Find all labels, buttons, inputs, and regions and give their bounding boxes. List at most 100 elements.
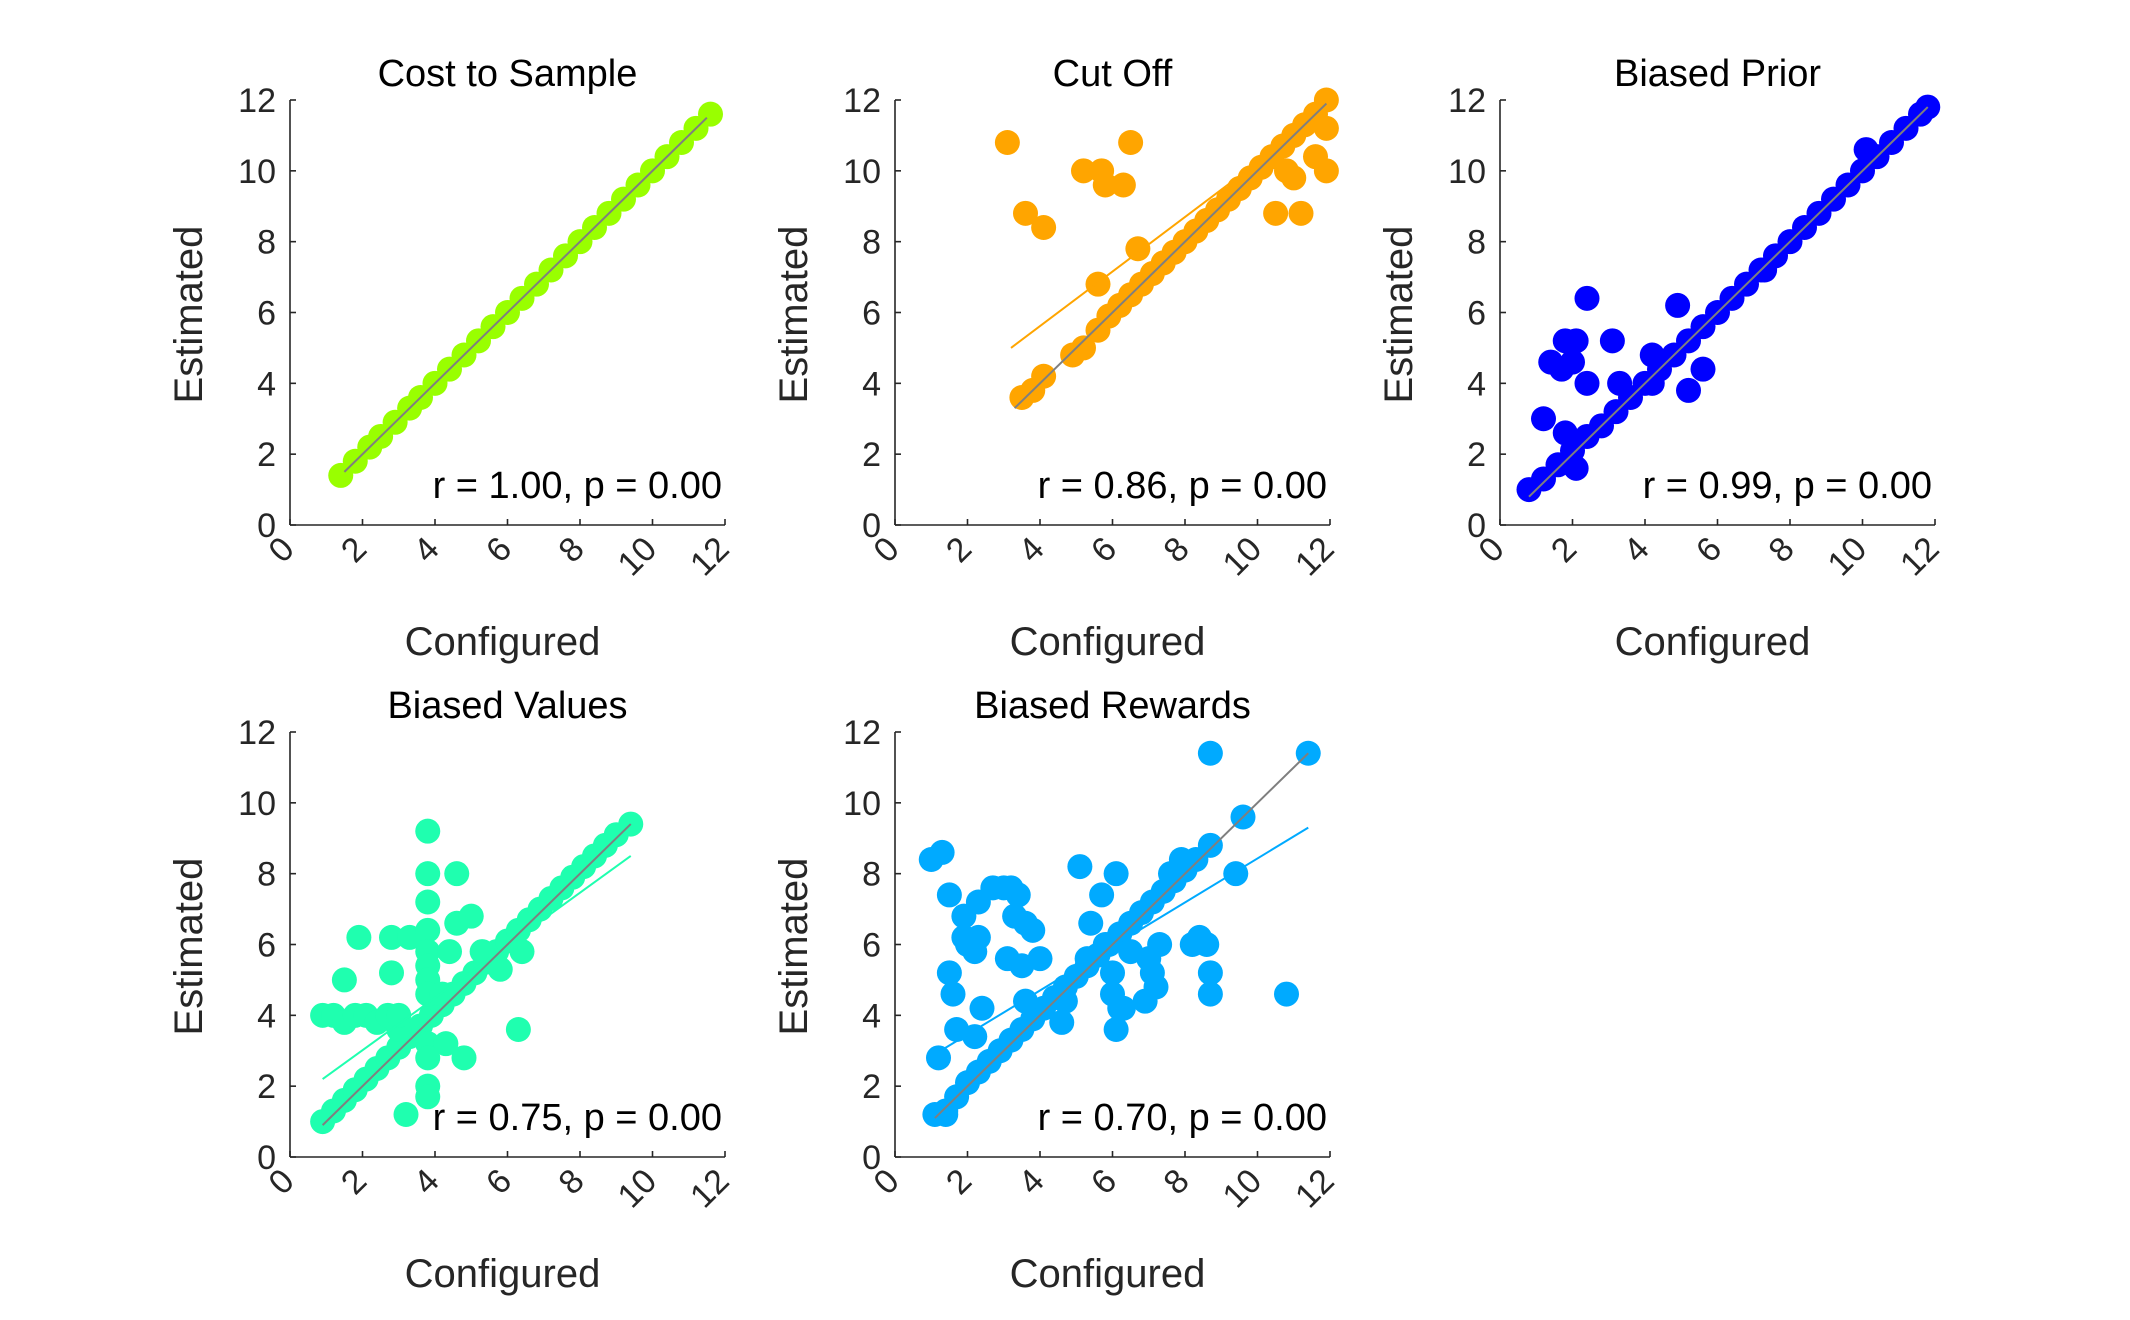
x-tick-label: 6	[479, 530, 519, 570]
data-point	[941, 982, 966, 1007]
data-point	[962, 1024, 987, 1049]
correlation-annotation: r = 0.86, p = 0.00	[1038, 465, 1327, 507]
y-tick-label: 10	[1448, 153, 1486, 191]
x-tick-label: 12	[1893, 530, 1947, 584]
x-tick-label: 8	[551, 1162, 591, 1202]
subplot-2: 0246810120 2 4 6 8 10 12Cut OffConfiguredEstim…	[772, 53, 1342, 664]
data-point	[510, 939, 535, 964]
data-point	[1691, 357, 1716, 382]
data-point	[1053, 989, 1078, 1014]
data-point	[1104, 1017, 1129, 1042]
data-points	[995, 88, 1339, 411]
x-tick-label: 12	[683, 1162, 737, 1216]
data-point	[1078, 911, 1103, 936]
x-tick-label: 2	[1544, 530, 1584, 570]
data-point	[1089, 882, 1114, 907]
data-point	[1314, 116, 1339, 141]
identity-line	[1015, 104, 1327, 409]
y-tick-label: 2	[257, 1068, 276, 1106]
x-tick-label: 4	[406, 1162, 446, 1202]
y-tick-label: 2	[862, 1068, 881, 1106]
y-tick-label: 2	[257, 436, 276, 474]
data-point	[1031, 364, 1056, 389]
x-tick-label: 2	[939, 530, 979, 570]
subplot-title: Biased Values	[387, 685, 627, 727]
x-tick-label: 2	[939, 1162, 979, 1202]
y-tick-label: 8	[862, 224, 881, 262]
y-tick-label: 6	[1467, 295, 1486, 333]
data-point	[415, 861, 440, 886]
x-tick-label: 0	[866, 530, 906, 570]
subplot-4: 0246810120 2 4 6 8 10 12Biased ValuesConfigure…	[167, 685, 737, 1296]
regression-line	[323, 856, 631, 1079]
x-tick-label: 4	[1011, 530, 1051, 570]
data-point	[1665, 293, 1690, 318]
correlation-annotation: r = 0.99, p = 0.00	[1643, 465, 1932, 507]
x-tick-label: 4	[1011, 1162, 1051, 1202]
y-axis-label: Estimated	[1377, 226, 1421, 404]
subplot-1: 0246810120 2 4 6 8 10 12Cost to SampleConfigur…	[167, 53, 737, 664]
data-point	[933, 1102, 958, 1127]
y-tick-label: 4	[1467, 365, 1486, 403]
x-axis-label: Configured	[1010, 1252, 1206, 1296]
x-axis-label: Configured	[1615, 620, 1811, 664]
data-point	[1031, 215, 1056, 240]
x-axis-label: Configured	[1010, 620, 1206, 664]
data-point	[1263, 201, 1288, 226]
data-point	[1303, 144, 1328, 169]
x-tick-label: 12	[1288, 1162, 1342, 1216]
x-tick-label: 8	[1156, 1162, 1196, 1202]
subplot-title: Cost to Sample	[378, 53, 638, 95]
data-point	[394, 1102, 419, 1127]
y-tick-label: 4	[257, 365, 276, 403]
y-tick-label: 12	[238, 714, 276, 752]
data-point	[1111, 173, 1136, 198]
y-tick-label: 4	[257, 997, 276, 1035]
data-point	[332, 967, 357, 992]
data-point	[415, 890, 440, 915]
x-tick-label: 0	[261, 1162, 301, 1202]
y-tick-label: 6	[862, 295, 881, 333]
x-tick-label: 4	[406, 530, 446, 570]
data-point	[1274, 982, 1299, 1007]
y-tick-label: 10	[238, 153, 276, 191]
data-point	[1111, 996, 1136, 1021]
data-point	[1020, 918, 1045, 943]
correlation-annotation: r = 0.75, p = 0.00	[433, 1097, 722, 1139]
y-tick-label: 10	[843, 153, 881, 191]
data-point	[937, 882, 962, 907]
x-tick-label: 0	[261, 530, 301, 570]
x-tick-label: 6	[1084, 1162, 1124, 1202]
x-tick-label: 10	[611, 530, 665, 584]
data-point	[1600, 328, 1625, 353]
data-point	[1006, 882, 1031, 907]
x-tick-label: 2	[334, 1162, 374, 1202]
y-tick-label: 10	[843, 785, 881, 823]
y-tick-label: 8	[257, 224, 276, 262]
data-point	[1013, 989, 1038, 1014]
data-point	[1147, 932, 1172, 957]
data-point	[1028, 946, 1053, 971]
data-point	[995, 130, 1020, 155]
data-point	[1133, 989, 1158, 1014]
x-tick-label: 6	[1084, 530, 1124, 570]
x-tick-label: 0	[866, 1162, 906, 1202]
data-point	[1198, 741, 1223, 766]
data-point	[379, 960, 404, 985]
x-tick-label: 4	[1616, 530, 1656, 570]
x-axis-label: Configured	[405, 1252, 601, 1296]
subplot-5: 0246810120 2 4 6 8 10 12Biased RewardsConfigur…	[772, 685, 1342, 1296]
x-tick-label: 8	[551, 530, 591, 570]
data-point	[1223, 861, 1248, 886]
y-tick-label: 8	[862, 856, 881, 894]
subplot-title: Biased Prior	[1614, 53, 1821, 95]
y-axis-label: Estimated	[167, 858, 211, 1036]
x-tick-label: 8	[1156, 530, 1196, 570]
x-tick-label: 6	[1689, 530, 1729, 570]
data-point	[1752, 258, 1777, 283]
data-point	[1553, 420, 1578, 445]
data-point	[1314, 88, 1339, 113]
subplot-title: Biased Rewards	[974, 685, 1251, 727]
x-tick-label: 10	[1216, 530, 1270, 584]
